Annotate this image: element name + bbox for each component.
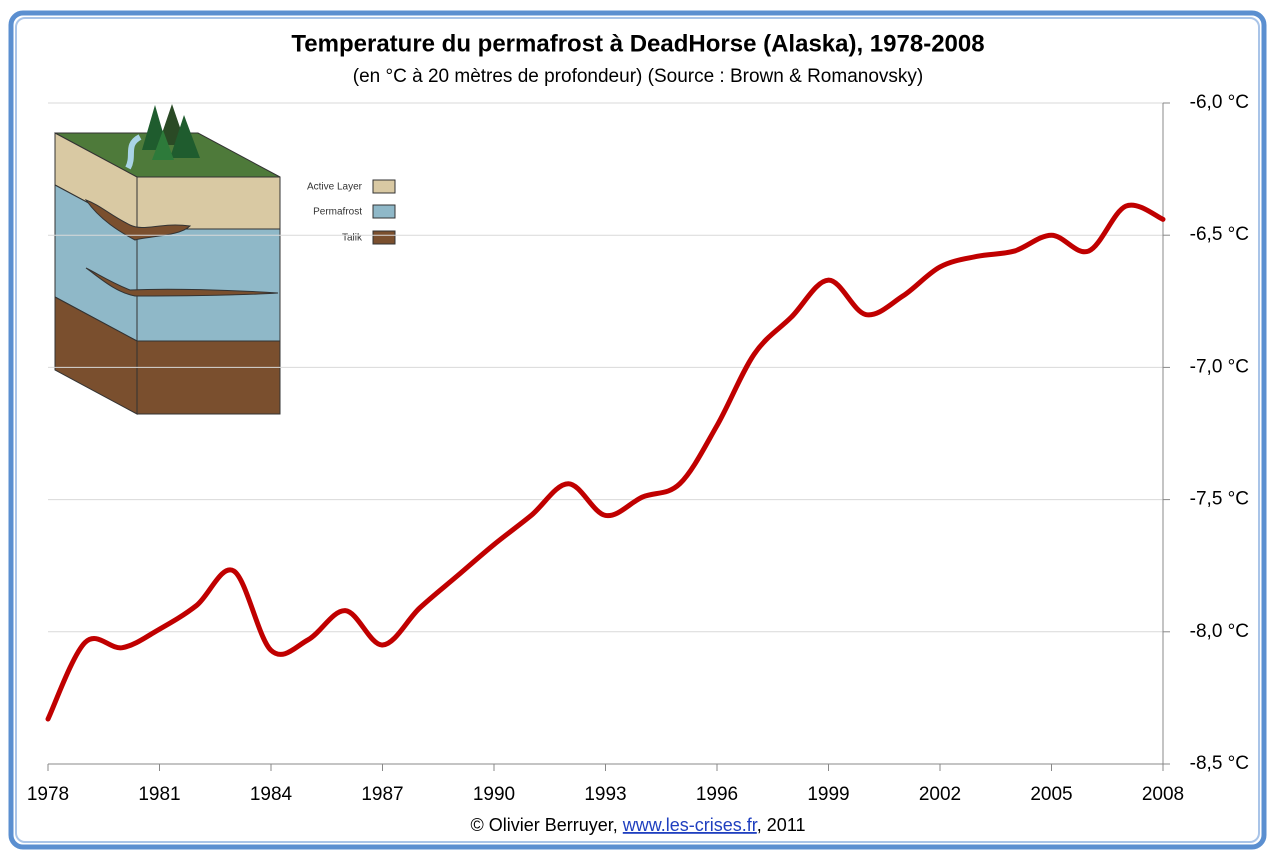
chart-title: Temperature du permafrost à DeadHorse (A… [291,30,984,57]
x-tick-label: 2008 [1142,784,1184,805]
tree [170,115,200,158]
illustration: Active Layer Permafrost Talik [54,104,396,415]
front-active [136,176,281,230]
legend-swatch [372,204,396,219]
x-tick-label: 1978 [27,784,69,805]
y-tick-label: -6,5 °C [1190,224,1249,245]
y-tick-label: -8,0 °C [1190,621,1249,642]
x-tick-label: 2005 [1030,784,1072,805]
talik-2 [85,267,279,297]
chart-subtitle: (en °C à 20 mètres de profondeur) (Sourc… [353,66,923,87]
talik-1 [84,199,192,241]
credit: © Olivier Berruyer, www.les-crises.fr, 2… [470,815,805,835]
legend-swatch [372,179,396,194]
frame [8,10,1267,850]
credit-suffix: , 2011 [757,815,806,835]
x-tick-label: 2002 [919,784,961,805]
y-tick-label: -7,0 °C [1190,356,1249,377]
credit-prefix: © Olivier Berruyer, [470,815,617,835]
legend-label: Permafrost [313,207,362,218]
x-tick-label: 1984 [250,784,293,805]
frame-inner [15,17,1260,843]
legend-label: Active Layer [307,182,363,193]
x-tick-label: 1993 [584,784,626,805]
y-tick-label: -7,5 °C [1190,489,1249,510]
x-tick-label: 1996 [696,784,738,805]
river [125,134,142,170]
y-tick-label: -8,5 °C [1190,753,1249,774]
legend-label: Talik [342,233,363,244]
y-tick-label: -6,0 °C [1190,92,1249,113]
tree [152,130,174,160]
legend-swatch [372,230,396,245]
front-base [136,340,281,415]
x-tick-label: 1999 [807,784,849,805]
x-tick-label: 1981 [138,784,180,805]
front-permafrost [136,228,281,342]
data-line [45,202,1166,722]
credit-link[interactable]: www.les-crises.fr [622,815,758,835]
x-tick-label: 1987 [361,784,403,805]
x-tick-label: 1990 [473,784,515,805]
